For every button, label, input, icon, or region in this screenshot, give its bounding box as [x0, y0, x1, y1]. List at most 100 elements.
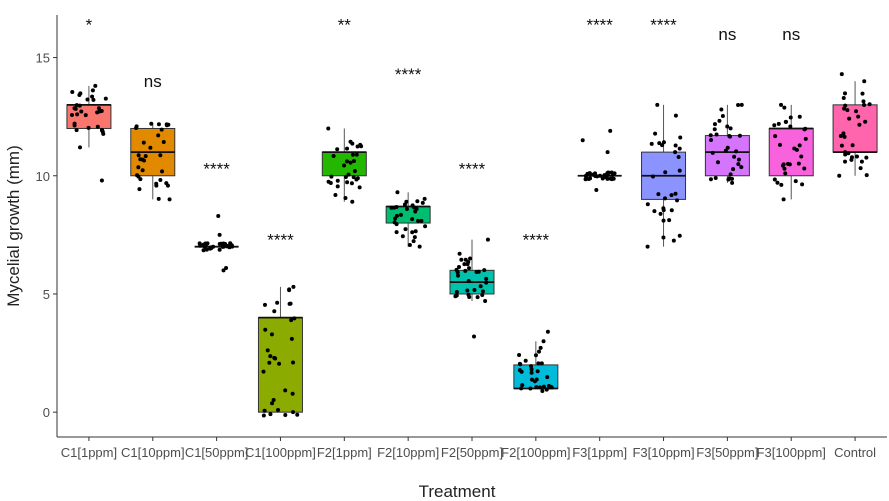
- data-point: [533, 353, 538, 358]
- significance-label: ns: [144, 72, 162, 91]
- data-point: [603, 173, 608, 178]
- data-point: [79, 109, 84, 114]
- data-point: [75, 112, 80, 117]
- data-point: [838, 133, 843, 138]
- data-point: [201, 243, 206, 248]
- data-point: [267, 360, 272, 365]
- data-point: [263, 327, 268, 332]
- box-C1[50ppm]: [194, 213, 239, 273]
- data-point: [712, 127, 717, 132]
- data-point: [850, 143, 855, 148]
- significance-label: ns: [782, 25, 800, 44]
- data-point: [410, 217, 415, 222]
- data-point: [580, 138, 585, 143]
- data-point: [355, 176, 360, 181]
- data-point: [676, 155, 681, 160]
- data-point: [843, 150, 848, 155]
- data-point: [782, 166, 787, 171]
- data-point: [608, 128, 613, 133]
- data-point: [529, 367, 534, 372]
- data-point: [536, 361, 541, 366]
- data-point: [772, 123, 777, 128]
- data-point: [351, 158, 356, 163]
- x-tick-label: C1[100ppm]: [245, 445, 316, 460]
- y-tick-label: 15: [36, 51, 50, 66]
- data-point: [277, 361, 282, 366]
- data-point: [859, 159, 864, 164]
- data-point: [677, 233, 682, 238]
- data-point: [265, 348, 270, 353]
- data-point: [678, 135, 683, 140]
- data-point: [95, 124, 100, 129]
- box-C1[1ppm]: [66, 83, 112, 183]
- data-point: [775, 180, 780, 185]
- data-point: [673, 143, 678, 148]
- data-point: [456, 264, 461, 269]
- data-point: [72, 106, 77, 111]
- data-point: [797, 114, 802, 119]
- data-point: [528, 386, 533, 391]
- data-point: [230, 244, 235, 249]
- data-point: [329, 174, 334, 179]
- data-point: [466, 278, 471, 283]
- data-point: [419, 218, 424, 223]
- data-point: [95, 110, 100, 115]
- data-point: [861, 99, 866, 104]
- box-F2[10ppm]: [385, 190, 431, 249]
- data-point: [69, 113, 74, 118]
- data-point: [720, 114, 725, 119]
- data-point: [158, 153, 163, 158]
- significance-label: ****: [267, 231, 294, 250]
- data-point: [462, 262, 467, 267]
- data-point: [645, 202, 650, 207]
- data-point: [772, 177, 777, 182]
- data-point: [422, 196, 427, 201]
- data-point: [677, 168, 682, 173]
- data-point: [737, 133, 742, 138]
- x-tick-label: F3[10ppm]: [632, 445, 694, 460]
- data-point: [714, 132, 719, 137]
- data-point: [103, 96, 108, 101]
- data-point: [860, 91, 865, 96]
- x-tick-label: F3[100ppm]: [757, 445, 826, 460]
- x-tick-label: Control: [834, 445, 876, 460]
- significance-label: ns: [718, 25, 736, 44]
- data-point: [412, 235, 417, 240]
- data-point: [854, 109, 859, 114]
- data-point: [420, 200, 425, 205]
- data-point: [331, 153, 336, 158]
- data-point: [661, 140, 666, 145]
- data-point: [74, 128, 79, 133]
- data-point: [395, 190, 400, 195]
- data-point: [728, 134, 733, 139]
- data-point: [350, 152, 355, 157]
- data-point: [656, 192, 661, 197]
- data-point: [534, 385, 539, 390]
- data-point: [544, 387, 549, 392]
- significance-label: ****: [586, 15, 613, 34]
- data-point: [136, 165, 141, 170]
- data-point: [660, 143, 665, 148]
- data-point: [529, 364, 534, 369]
- data-point: [847, 116, 852, 121]
- data-point: [540, 389, 545, 394]
- data-point: [529, 370, 534, 375]
- data-point: [485, 237, 490, 242]
- x-tick-label: F2[50ppm]: [441, 445, 503, 460]
- x-axis-title: Treatment: [419, 482, 496, 501]
- data-point: [86, 125, 91, 130]
- data-point: [261, 413, 266, 418]
- data-point: [411, 239, 416, 244]
- data-point: [723, 148, 728, 153]
- data-point: [739, 165, 744, 170]
- data-point: [143, 154, 148, 159]
- box-F2[50ppm]: [449, 237, 495, 339]
- data-point: [136, 174, 141, 179]
- x-tick-label: F2[100ppm]: [501, 445, 570, 460]
- data-point: [472, 287, 477, 292]
- data-point: [349, 181, 354, 186]
- data-point: [719, 107, 724, 112]
- data-point: [78, 91, 83, 96]
- data-point: [221, 268, 226, 273]
- data-point: [454, 267, 459, 272]
